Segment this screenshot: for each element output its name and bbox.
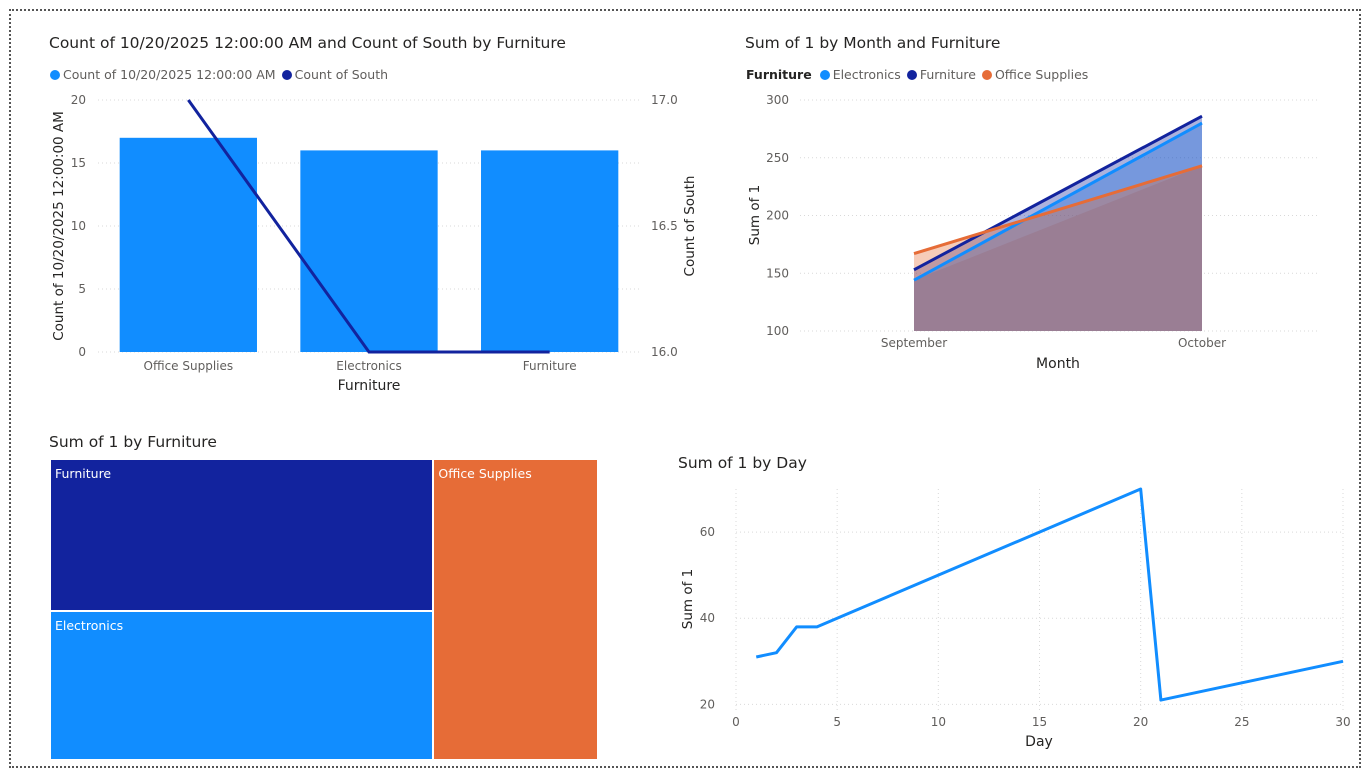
legend-label: Count of 10/20/2025 12:00:00 AM bbox=[63, 67, 276, 82]
x-tick-label: 10 bbox=[931, 715, 946, 729]
combo-chart-legend: Count of 10/20/2025 12:00:00 AM Count of… bbox=[50, 67, 394, 82]
x-axis-title: Day bbox=[1025, 734, 1053, 750]
treemap-tile-electronics[interactable]: Electronics bbox=[50, 611, 434, 760]
treemap-tile-label: Office Supplies bbox=[438, 466, 532, 481]
y-tick-label: 200 bbox=[766, 209, 789, 223]
legend-label: Furniture bbox=[919, 67, 976, 82]
y-tick-label: 300 bbox=[766, 93, 789, 107]
bar bbox=[481, 150, 619, 352]
bar bbox=[119, 137, 257, 352]
x-axis-title: Furniture bbox=[338, 378, 401, 394]
y-tick-label: 40 bbox=[700, 611, 715, 625]
legend-dot-icon bbox=[281, 69, 292, 80]
area-chart-legend: Furniture Electronics Furniture Office S… bbox=[746, 67, 1094, 82]
legend-label: Office Supplies bbox=[994, 67, 1089, 82]
y-axis-title: Sum of 1 bbox=[747, 185, 763, 245]
legend-label: Count of South bbox=[294, 67, 389, 82]
y-tick-label: 20 bbox=[71, 93, 86, 107]
legend-dot-icon bbox=[906, 69, 917, 80]
x-tick-label: 15 bbox=[1032, 715, 1047, 729]
series-line bbox=[913, 164, 1203, 256]
series-line bbox=[913, 121, 1203, 282]
legend-item-furniture[interactable]: Furniture bbox=[906, 67, 976, 82]
legend-dot-icon bbox=[50, 69, 60, 80]
treemap-tile-label: Furniture bbox=[55, 466, 112, 481]
y-tick-label: 10 bbox=[71, 219, 86, 233]
legend-item-office-supplies[interactable]: Office Supplies bbox=[981, 67, 1089, 82]
x-axis-title: Month bbox=[1036, 356, 1080, 372]
overlap-area bbox=[914, 165, 1202, 331]
legend-label: Electronics bbox=[832, 67, 901, 82]
y-axis-title: Count of 10/20/2025 12:00:00 AM bbox=[51, 111, 67, 341]
series-line bbox=[187, 99, 550, 354]
combo-chart-title: Count of 10/20/2025 12:00:00 AM and Coun… bbox=[49, 34, 566, 52]
x-tick-label: Electronics bbox=[336, 359, 401, 373]
legend-item-count-date[interactable]: Count of 10/20/2025 12:00:00 AM bbox=[50, 67, 276, 82]
line-chart-title: Sum of 1 by Day bbox=[678, 454, 807, 472]
series-line bbox=[755, 487, 1344, 702]
legend-dot-icon bbox=[981, 69, 992, 80]
treemap-title: Sum of 1 by Furniture bbox=[49, 433, 217, 451]
y-tick-label: 5 bbox=[78, 282, 86, 296]
x-tick-label: October bbox=[1178, 336, 1226, 350]
treemap-tile-label: Electronics bbox=[55, 618, 124, 634]
y2-tick-label: 16.0 bbox=[651, 345, 678, 359]
report-canvas bbox=[9, 9, 1361, 768]
y2-tick-label: 17.0 bbox=[651, 93, 678, 107]
x-tick-label: September bbox=[881, 336, 947, 350]
y-tick-label: 15 bbox=[71, 156, 86, 170]
x-tick-label: 0 bbox=[732, 715, 740, 729]
y-tick-label: 100 bbox=[766, 324, 789, 338]
legend-title: Furniture bbox=[746, 67, 812, 82]
y2-axis-title: Count of South bbox=[682, 176, 698, 277]
y-axis-title: Sum of 1 bbox=[680, 569, 696, 629]
x-tick-label: 25 bbox=[1234, 715, 1249, 729]
y2-tick-label: 16.5 bbox=[651, 219, 678, 233]
x-tick-label: 20 bbox=[1133, 715, 1148, 729]
y-tick-label: 150 bbox=[766, 266, 789, 280]
legend-dot-icon bbox=[819, 69, 830, 80]
area-chart-title: Sum of 1 by Month and Furniture bbox=[745, 34, 1001, 52]
x-tick-label: 30 bbox=[1335, 715, 1350, 729]
y-tick-label: 60 bbox=[700, 525, 715, 539]
x-tick-label: Office Supplies bbox=[144, 359, 234, 373]
legend-item-count-south[interactable]: Count of South bbox=[281, 67, 389, 82]
y-tick-label: 250 bbox=[766, 151, 789, 165]
y-tick-label: 0 bbox=[78, 345, 86, 359]
y-tick-label: 20 bbox=[700, 697, 715, 711]
bar bbox=[300, 150, 438, 352]
legend-item-electronics[interactable]: Electronics bbox=[819, 67, 901, 82]
treemap-tile-furniture[interactable]: Furniture bbox=[50, 459, 434, 612]
x-tick-label: Furniture bbox=[523, 359, 577, 373]
series-line bbox=[913, 114, 1203, 272]
x-tick-label: 5 bbox=[833, 715, 841, 729]
treemap-tile-office-supplies[interactable]: Office Supplies bbox=[433, 459, 598, 760]
